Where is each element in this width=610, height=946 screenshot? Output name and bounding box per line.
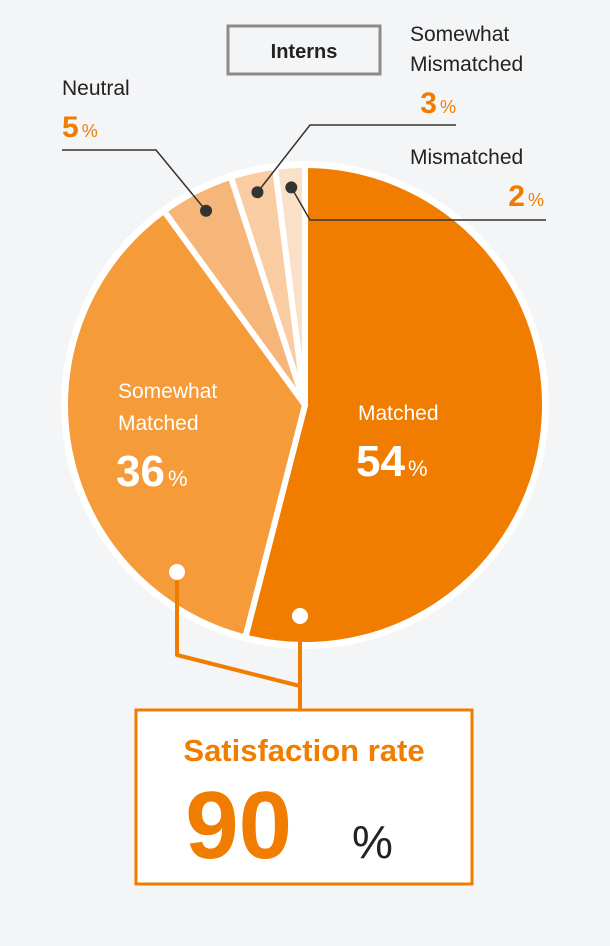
summary-value: 90 (185, 772, 292, 879)
summary-unit: % (352, 816, 393, 868)
slice-value-somewhat-matched: 36% (116, 447, 188, 496)
leader-line-neutral (62, 149, 207, 212)
slice-value-matched: 54% (356, 437, 428, 486)
summary-box (134, 708, 474, 886)
leader-line-mismatched (290, 187, 546, 221)
slice-labels: Matched 54 % Somewhat Matched 36 % Neutral 5 % Som… (62, 23, 546, 710)
slice-value-neutral: 5% (62, 111, 98, 144)
slice-label-somewhat-mismatched: Somewhat (410, 23, 509, 46)
leader-line-somewhat-mismatched (256, 124, 456, 193)
slice-label-somewhat-matched: Somewhat (118, 380, 217, 403)
slice-label-matched: Matched (358, 402, 439, 425)
leader-dot-mismatched (285, 181, 298, 194)
slice-mismatched (271, 162, 308, 408)
bracket-dot-matched (169, 564, 185, 580)
slice-label-mismatched: Mismatched (410, 146, 523, 169)
slice-value-mismatched: 2% (508, 180, 544, 213)
slice-label-neutral: Neutral (62, 77, 130, 100)
leader-dot-neutral (200, 204, 213, 217)
pie-slices (61, 161, 549, 649)
leader-dot-somewhat-mismatched (251, 186, 264, 199)
summary-bracket (175, 572, 302, 688)
chart-title: Interns (271, 41, 338, 63)
chart-title-box (226, 24, 382, 76)
slice-label-somewhat-matched: Matched (118, 412, 199, 435)
slice-label-somewhat-mismatched: Mismatched (410, 53, 523, 76)
summary-label: Satisfaction rate (183, 733, 424, 768)
slice-value-somewhat-mismatched: 3% (420, 87, 456, 120)
slice-matched (242, 162, 548, 648)
bracket-dot-somewhat-matched (292, 608, 308, 624)
